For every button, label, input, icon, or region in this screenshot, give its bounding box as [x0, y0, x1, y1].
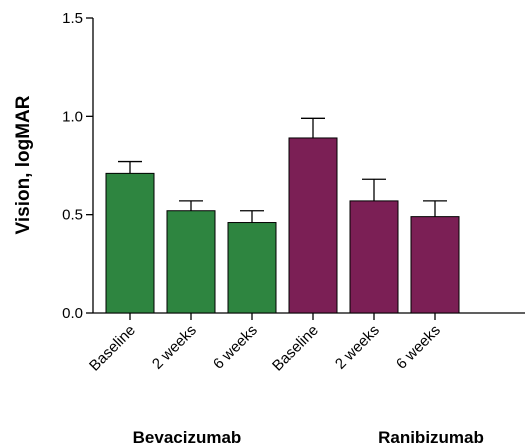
- category-label: Baseline: [269, 322, 322, 375]
- category-label: 6 weeks: [393, 322, 444, 373]
- y-ticks: 0.0 0.5 1.0 1.5: [62, 10, 93, 322]
- bar: [410, 216, 460, 314]
- error-bar: [423, 200, 447, 217]
- category-label: 2 weeks: [332, 322, 383, 373]
- error-bars: [118, 117, 447, 223]
- y-tick-label: 1.0: [62, 108, 83, 125]
- bar: [105, 172, 155, 314]
- error-bar: [301, 117, 325, 138]
- category-label: Baseline: [86, 322, 139, 375]
- category-labels: Baseline 2 weeks 6 weeks Baseline 2 weeks 6 w…: [86, 322, 444, 375]
- error-bar: [240, 210, 264, 223]
- group-label-bevacizumab: Bevacizumab: [133, 428, 242, 447]
- group-label-ranibizumab: Ranibizumab: [378, 428, 484, 447]
- error-bar: [118, 160, 142, 174]
- bar: [349, 200, 399, 314]
- error-bar: [362, 178, 386, 201]
- error-bar: [179, 200, 203, 211]
- y-tick-label: 1.5: [62, 10, 83, 27]
- bar: [227, 222, 277, 314]
- x-ticks: [129, 313, 436, 320]
- bar: [166, 210, 216, 314]
- category-label: 6 weeks: [210, 322, 261, 373]
- category-label: 2 weeks: [149, 322, 200, 373]
- bar: [288, 137, 338, 314]
- y-tick-label: 0.0: [62, 305, 83, 322]
- y-axis-label: Vision, logMAR: [13, 95, 34, 234]
- y-tick-label: 0.5: [62, 207, 83, 224]
- bars: [105, 137, 460, 314]
